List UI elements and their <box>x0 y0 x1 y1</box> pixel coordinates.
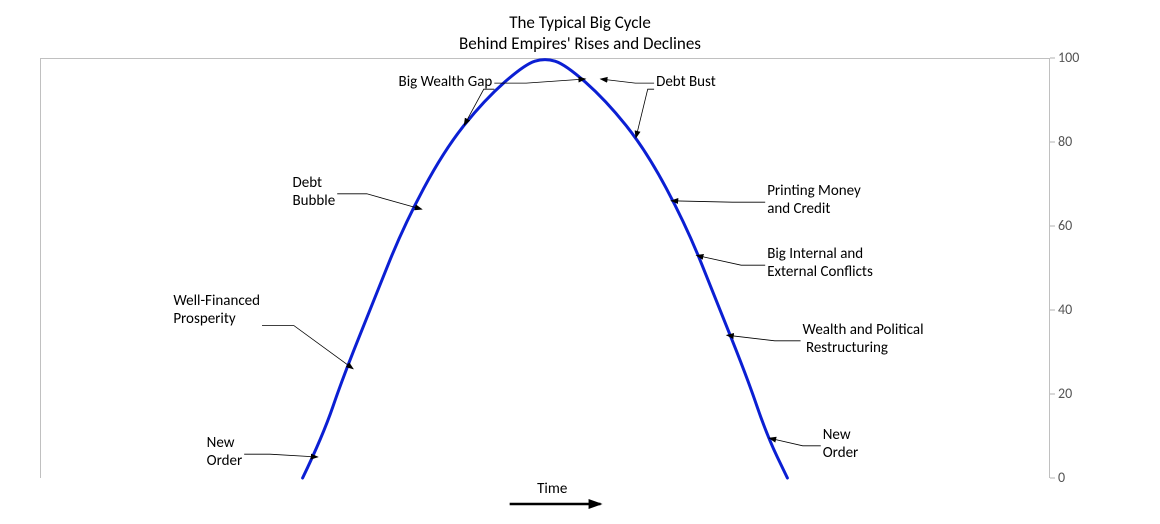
annotation-restructuring: Wealth and Political Restructuring <box>803 321 924 357</box>
annotation-new-order-left: New Order <box>207 434 243 470</box>
chart-plot-area <box>40 58 1050 478</box>
y-tick-label: 60 <box>1058 217 1098 234</box>
chart-title: The Typical Big Cycle Behind Empires' Ri… <box>0 12 1160 55</box>
annotation-debt-bust: Debt Bust <box>656 73 716 91</box>
annotation-printing-money: Printing Money and Credit <box>767 182 861 218</box>
y-tick-label: 80 <box>1058 133 1098 150</box>
annotation-big-wealth-gap: Big Wealth Gap <box>399 73 493 91</box>
y-tick-label: 100 <box>1058 49 1098 66</box>
y-tick-label: 20 <box>1058 385 1098 402</box>
chart-title-line2: Behind Empires' Rises and Declines <box>459 33 701 54</box>
annotation-well-financed: Well-Financed Prosperity <box>173 292 260 328</box>
annotation-conflicts: Big Internal and External Conflicts <box>767 245 873 281</box>
annotation-debt-bubble: Debt Bubble <box>293 174 336 210</box>
annotation-new-order-right: New Order <box>823 426 859 462</box>
chart-title-line1: The Typical Big Cycle <box>509 12 651 33</box>
x-axis-title: Time <box>537 480 567 498</box>
y-tick-label: 0 <box>1058 469 1098 486</box>
y-tick-label: 40 <box>1058 301 1098 318</box>
